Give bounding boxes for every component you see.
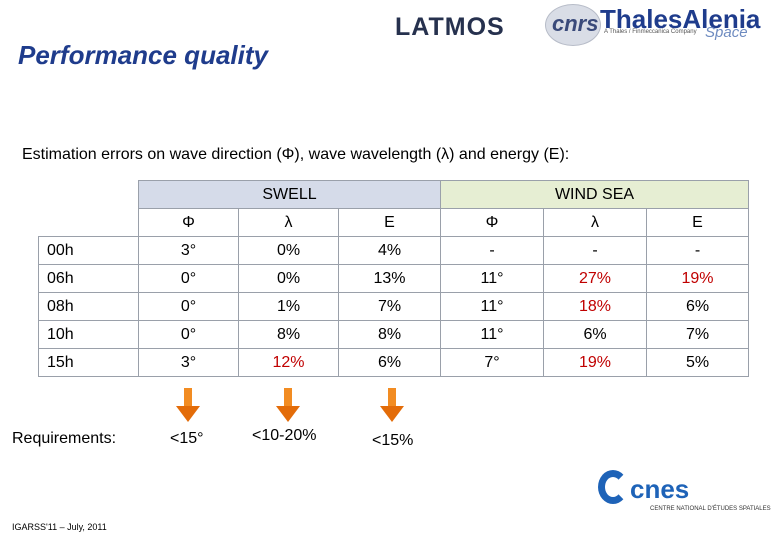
table-cell: - <box>646 236 749 265</box>
table-cell: 1% <box>238 292 339 321</box>
requirement-value: <15% <box>372 432 414 449</box>
group-header-row: SWELL WIND SEA <box>39 180 749 209</box>
col-header-swell-lambda: λ <box>238 208 339 237</box>
table-cell: 6% <box>543 320 647 349</box>
requirement-value: <15° <box>170 430 204 447</box>
table-cell: 8% <box>238 320 339 349</box>
table-row: 06h 0° 0% 13% 11° 27% 19% <box>38 264 749 293</box>
thales-logo-subtext: A Thales / Finmeccanica Company <box>604 29 697 35</box>
table-cell: 3° <box>138 348 239 377</box>
table-cell: 0° <box>138 264 239 293</box>
table-cell: 0° <box>138 292 239 321</box>
cnrs-logo: cnrs <box>545 4 601 46</box>
table-row: 08h 0° 1% 7% 11° 18% 6% <box>38 292 749 321</box>
table-cell: 6% <box>338 348 441 377</box>
cnes-c-icon <box>598 470 628 504</box>
col-header-windsea-e: E <box>646 208 749 237</box>
table-cell: 7° <box>440 348 544 377</box>
table-cell: 5% <box>646 348 749 377</box>
table-row: 15h 3° 12% 6% 7° 19% 5% <box>38 348 749 377</box>
thales-logo-space: Space <box>705 24 748 41</box>
cnes-logo: cnes CENTRE NATIONAL D'ÉTUDES SPATIALES <box>598 470 771 520</box>
col-header-windsea-lambda: λ <box>543 208 647 237</box>
col-header-windsea-phi: Φ <box>440 208 544 237</box>
performance-table: SWELL WIND SEA Φ λ E Φ λ E 00h 3° 0% 4% … <box>38 180 749 377</box>
table-cell: 0% <box>238 264 339 293</box>
table-cell: 0° <box>138 320 239 349</box>
table-cell: 0% <box>238 236 339 265</box>
thales-alenia-logo: ThalesAlenia A Thales / Finmeccanica Com… <box>600 4 775 46</box>
table-caption: Estimation errors on wave direction (Φ),… <box>22 146 570 163</box>
row-label: 06h <box>38 264 139 293</box>
table-cell: 7% <box>338 292 441 321</box>
table-cell-highlight: 19% <box>646 264 749 293</box>
cnrs-logo-text: cnrs <box>552 11 599 36</box>
arrow-down-icon <box>276 388 300 422</box>
cnes-logo-text: cnes <box>630 474 690 504</box>
arrow-down-icon <box>380 388 404 422</box>
corner-cell <box>39 181 139 209</box>
requirements-label: Requirements: <box>12 430 117 447</box>
table-cell: 11° <box>440 292 544 321</box>
table-row: 00h 3° 0% 4% - - - <box>38 236 749 265</box>
table-cell: 3° <box>138 236 239 265</box>
table-cell: 6% <box>646 292 749 321</box>
row-label: 15h <box>38 348 139 377</box>
table-cell: 11° <box>440 264 544 293</box>
col-header-swell-e: E <box>338 208 441 237</box>
table-cell: 13% <box>338 264 441 293</box>
table-cell: 8% <box>338 320 441 349</box>
table-cell: 4% <box>338 236 441 265</box>
table-cell-highlight: 18% <box>543 292 647 321</box>
table-cell: - <box>440 236 544 265</box>
table-cell-highlight: 27% <box>543 264 647 293</box>
table-cell-highlight: 19% <box>543 348 647 377</box>
latmos-logo-text: LATMOS <box>395 13 505 41</box>
latmos-logo: LATMOS <box>395 6 525 46</box>
col-header-swell-phi: Φ <box>138 208 239 237</box>
corner-cell <box>39 209 139 237</box>
requirement-value: <10-20% <box>252 427 317 444</box>
table-row: 10h 0° 8% 8% 11° 6% 7% <box>38 320 749 349</box>
arrow-down-icon <box>176 388 200 422</box>
table-cell: - <box>543 236 647 265</box>
swell-header: SWELL <box>138 180 441 209</box>
table-cell: 7% <box>646 320 749 349</box>
row-label: 10h <box>38 320 139 349</box>
windsea-header: WIND SEA <box>440 180 749 209</box>
cnes-logo-subtext: CENTRE NATIONAL D'ÉTUDES SPATIALES <box>650 506 771 512</box>
row-label: 00h <box>38 236 139 265</box>
table-cell-highlight: 12% <box>238 348 339 377</box>
page-title: Performance quality <box>18 40 268 70</box>
column-header-row: Φ λ E Φ λ E <box>39 208 749 237</box>
table-cell: 11° <box>440 320 544 349</box>
row-label: 08h <box>38 292 139 321</box>
thales-logo-text: ThalesAlenia <box>600 4 761 34</box>
footer-text: IGARSS'11 – July, 2011 <box>12 522 107 532</box>
